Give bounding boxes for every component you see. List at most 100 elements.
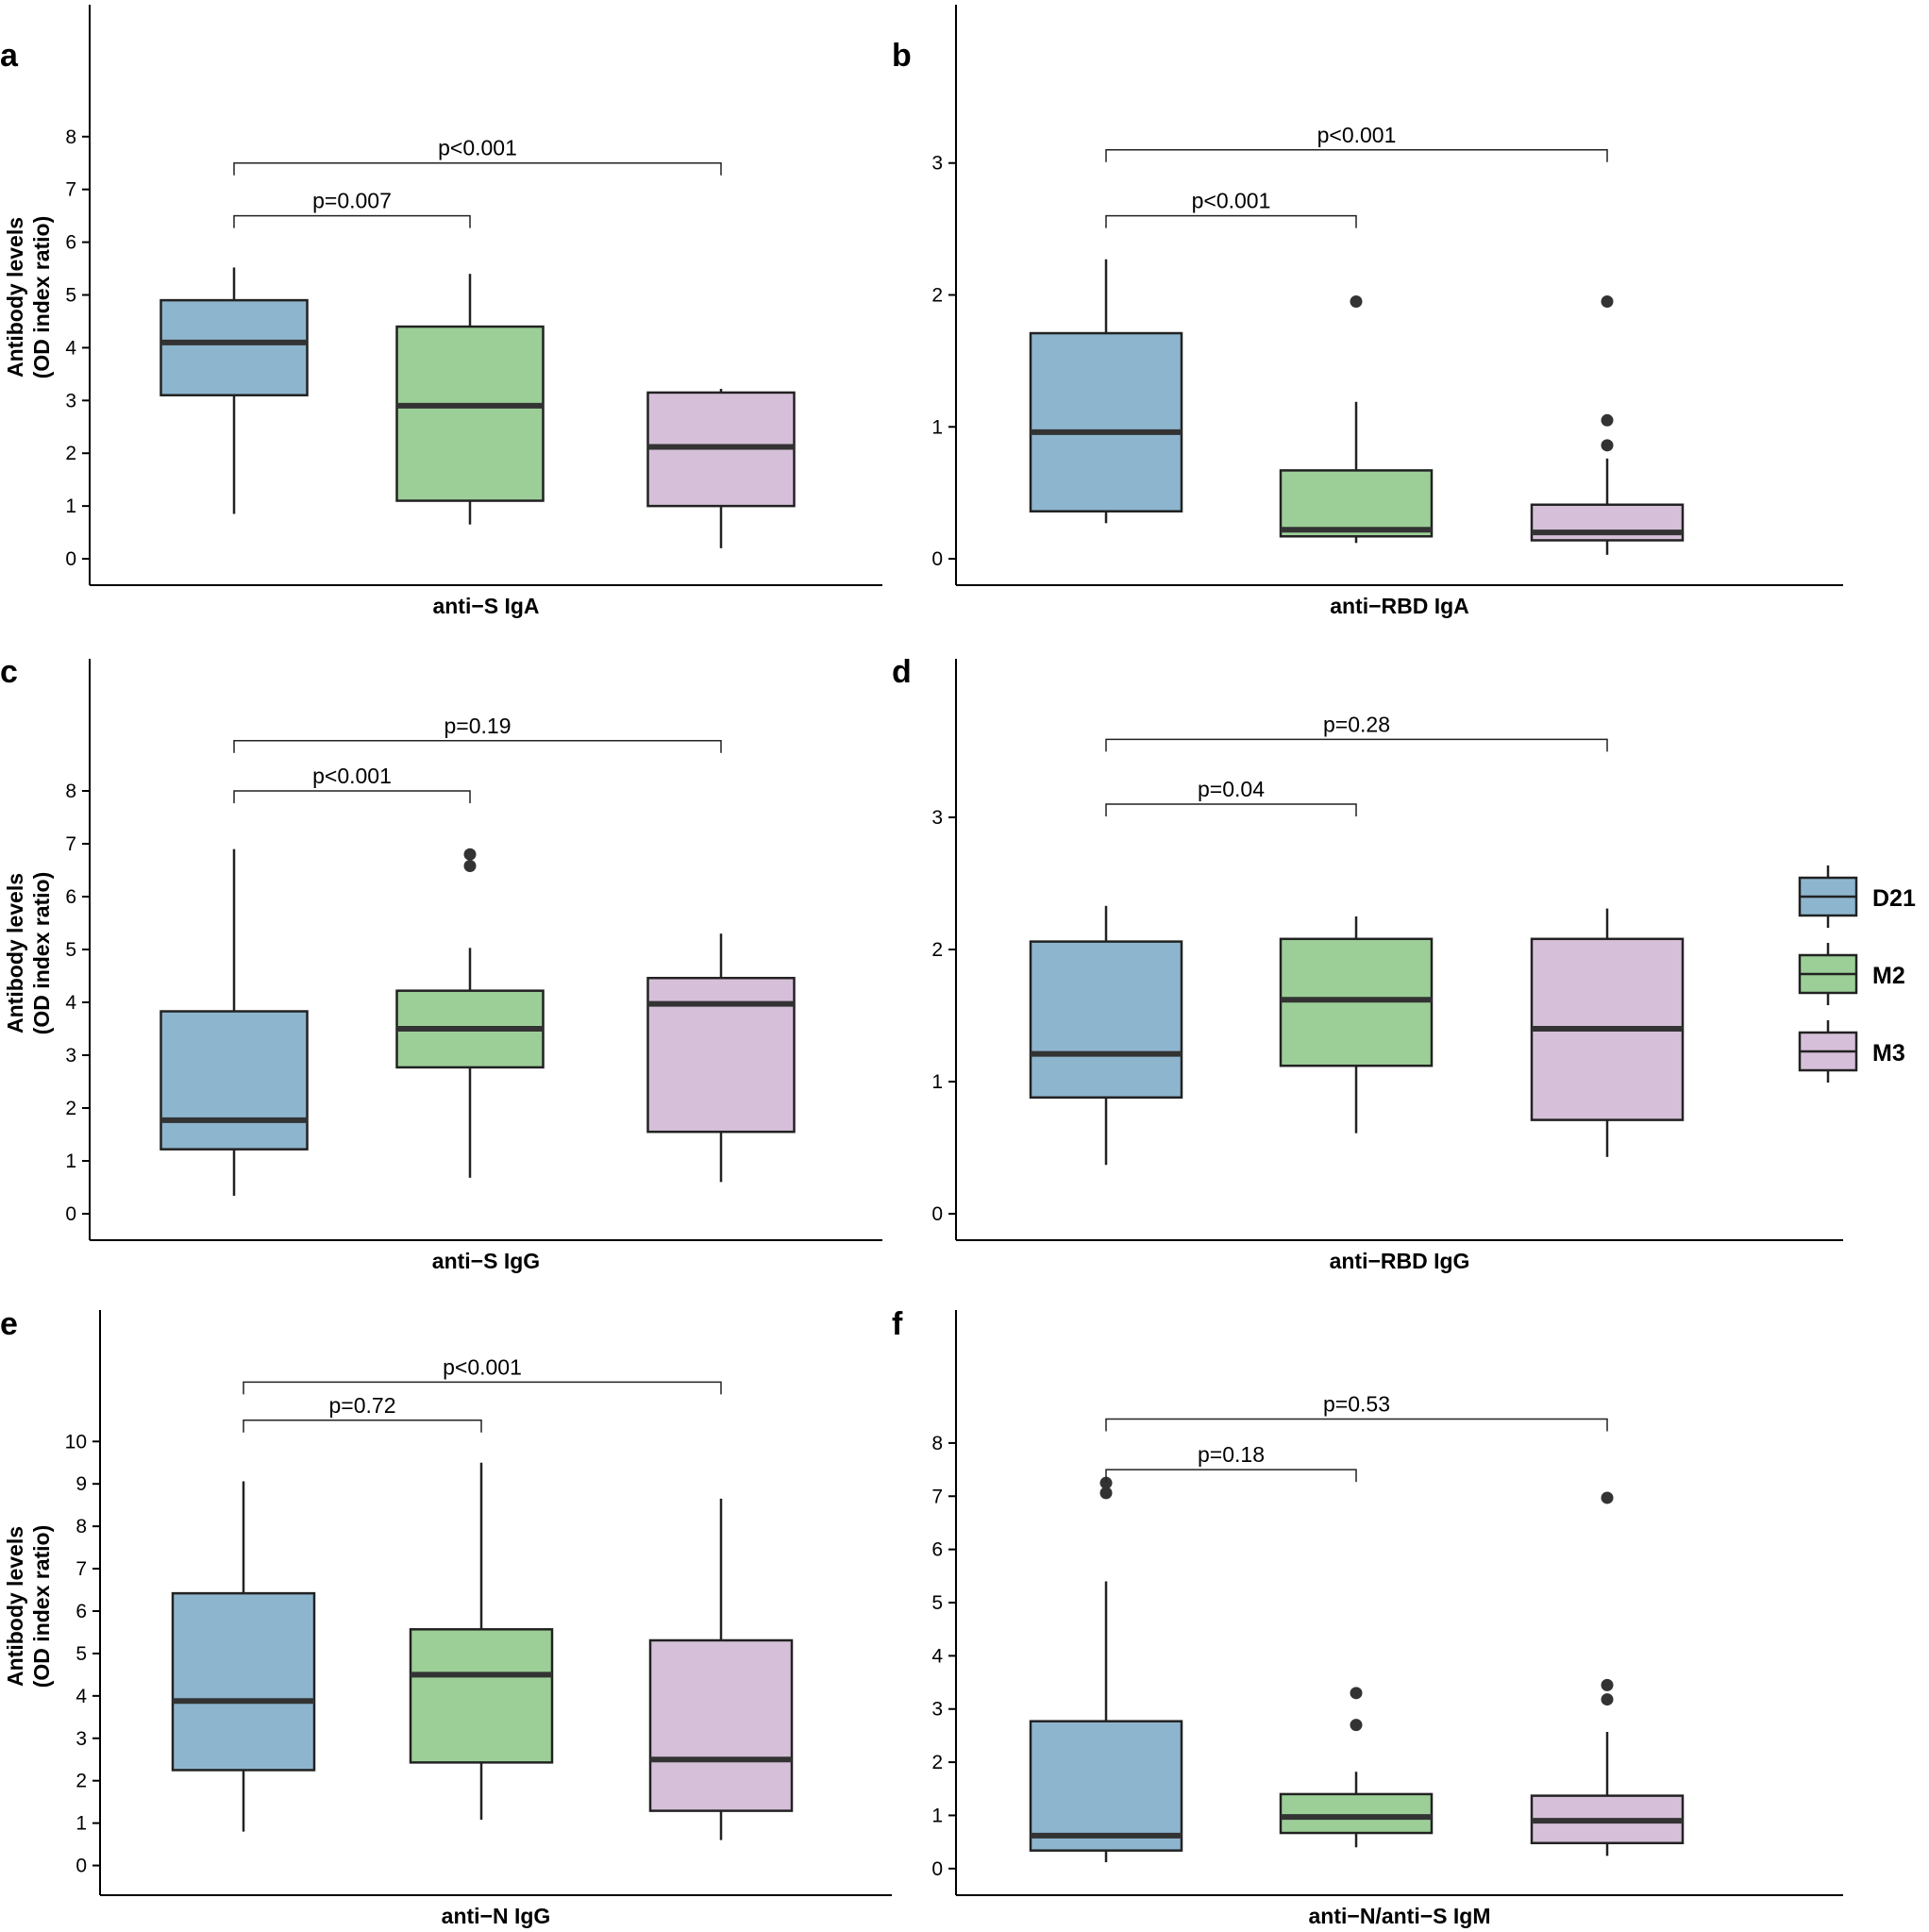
y-axis-label-line: Antibody levels bbox=[3, 1526, 27, 1687]
iqr-box bbox=[1029, 940, 1183, 1100]
y-tick-label: 6 bbox=[65, 886, 76, 908]
legend-item-m3: M3 bbox=[1798, 1020, 1905, 1083]
y-tick-label: 3 bbox=[931, 807, 943, 829]
box-m2 bbox=[395, 274, 545, 525]
panel-e: e 0 1 2 3 4 5 6 7 8 9 10 Antibody levels(OD index ra… bbox=[0, 1306, 892, 1928]
outlier-point bbox=[1601, 1678, 1614, 1691]
y-tick-label: 10 bbox=[65, 1431, 87, 1453]
box-d21 bbox=[159, 848, 309, 1196]
x-axis-label: anti−RBD IgA bbox=[1330, 594, 1469, 618]
p-value-label: p<0.001 bbox=[443, 1354, 522, 1379]
y-axis-label: Antibody levels(OD index ratio) bbox=[3, 872, 54, 1035]
iqr-box bbox=[1279, 1792, 1434, 1835]
y-tick-label: 1 bbox=[931, 1805, 943, 1826]
box-m2 bbox=[1279, 916, 1434, 1134]
p-value-label: p<0.001 bbox=[312, 764, 392, 788]
outlier-point bbox=[1601, 439, 1614, 452]
outlier-point bbox=[1601, 413, 1614, 427]
y-tick-label: 1 bbox=[931, 1071, 943, 1093]
y-tick-label: 5 bbox=[65, 285, 76, 307]
outlier-point bbox=[1099, 1476, 1113, 1489]
box-d21 bbox=[171, 1481, 316, 1832]
legend-label: M3 bbox=[1872, 1040, 1905, 1067]
box-m3 bbox=[1530, 294, 1685, 555]
legend-label: M2 bbox=[1872, 963, 1905, 989]
y-tick-label: 7 bbox=[75, 1558, 87, 1580]
y-tick-label: 6 bbox=[931, 1539, 943, 1561]
y-tick-label: 0 bbox=[65, 548, 76, 570]
iqr-box bbox=[171, 1591, 316, 1772]
p-value-label: p<0.001 bbox=[1317, 123, 1397, 147]
outlier-point bbox=[1099, 1487, 1113, 1500]
p-value-label: p=0.19 bbox=[445, 714, 512, 738]
y-tick-label: 2 bbox=[931, 939, 943, 961]
box-d21 bbox=[1029, 259, 1183, 524]
y-tick-label: 0 bbox=[75, 1856, 87, 1877]
panel-a: a 0 1 2 3 4 5 6 7 8 Antibody levels(OD index ratio… bbox=[0, 5, 882, 618]
y-tick-label: 6 bbox=[65, 232, 76, 254]
box-m3 bbox=[1530, 908, 1685, 1157]
y-tick-label: 4 bbox=[931, 1645, 943, 1667]
x-axis-label: anti−RBD IgG bbox=[1330, 1249, 1470, 1273]
iqr-box bbox=[409, 1628, 554, 1764]
panel-letter: c bbox=[0, 654, 18, 690]
y-tick-label: 7 bbox=[65, 833, 76, 855]
panel-letter: b bbox=[892, 38, 912, 74]
box-m3 bbox=[1530, 1491, 1685, 1856]
y-tick-label: 2 bbox=[75, 1771, 87, 1792]
y-tick-label: 3 bbox=[65, 1045, 76, 1067]
y-tick-label: 0 bbox=[65, 1203, 76, 1225]
y-tick-label: 4 bbox=[65, 337, 76, 359]
y-axis-label: Antibody levels(OD index ratio) bbox=[3, 1525, 54, 1688]
p-value-label: p=0.53 bbox=[1323, 1392, 1390, 1417]
box-m2 bbox=[1279, 294, 1434, 544]
iqr-box bbox=[395, 325, 545, 502]
y-tick-label: 9 bbox=[75, 1473, 87, 1495]
bracket-line bbox=[233, 790, 471, 803]
outlier-point bbox=[463, 860, 477, 873]
outlier-point bbox=[1601, 294, 1614, 308]
y-tick-label: 2 bbox=[931, 1752, 943, 1773]
y-tick-label: 2 bbox=[65, 443, 76, 464]
comparison-bracket: p<0.001 bbox=[233, 136, 722, 176]
y-tick-label: 0 bbox=[931, 1858, 943, 1880]
y-tick-label: 6 bbox=[75, 1601, 87, 1622]
y-axis-label-line: Antibody levels bbox=[3, 217, 27, 378]
y-tick-label: 3 bbox=[75, 1728, 87, 1750]
p-value-label: p=0.007 bbox=[312, 189, 392, 213]
bracket-line bbox=[233, 740, 722, 753]
iqr-box bbox=[1029, 331, 1183, 512]
y-axis-label: Antibody levels(OD index ratio) bbox=[3, 216, 54, 379]
y-tick-label: 3 bbox=[65, 390, 76, 412]
y-tick-label: 4 bbox=[65, 992, 76, 1014]
outlier-point bbox=[1601, 1693, 1614, 1706]
y-tick-label: 4 bbox=[75, 1686, 87, 1707]
panel-letter: d bbox=[892, 654, 912, 690]
y-tick-label: 2 bbox=[65, 1098, 76, 1119]
legend: D21 M2 M3 bbox=[1798, 865, 1916, 1083]
bracket-line bbox=[1105, 1469, 1357, 1483]
iqr-box bbox=[648, 1638, 794, 1812]
y-tick-label: 1 bbox=[65, 496, 76, 517]
y-tick-label: 8 bbox=[65, 781, 76, 802]
y-tick-label: 7 bbox=[931, 1486, 943, 1507]
x-axis-label: anti−S IgG bbox=[432, 1249, 540, 1273]
panel-d: d 0 1 2 3 anti−RBD IgG p=0.04 p=0.28 bbox=[892, 654, 1843, 1273]
box-m3 bbox=[648, 1498, 794, 1840]
bracket-line bbox=[1105, 214, 1357, 228]
comparison-bracket: p=0.19 bbox=[233, 714, 722, 753]
x-axis-label: anti−N/anti−S IgM bbox=[1309, 1904, 1491, 1928]
y-tick-label: 3 bbox=[931, 153, 943, 175]
outlier-point bbox=[463, 848, 477, 861]
box-d21 bbox=[159, 267, 309, 514]
p-value-label: p<0.001 bbox=[438, 136, 517, 160]
iqr-box bbox=[1029, 1720, 1183, 1852]
panel-letter: f bbox=[892, 1306, 903, 1342]
legend-label: D21 bbox=[1872, 885, 1916, 912]
outlier-point bbox=[1601, 1491, 1614, 1504]
p-value-label: p<0.001 bbox=[1192, 189, 1271, 213]
y-axis-label-line: Antibody levels bbox=[3, 873, 27, 1033]
y-tick-label: 3 bbox=[931, 1699, 943, 1721]
y-axis-label-line: (OD index ratio) bbox=[29, 216, 54, 379]
y-tick-label: 1 bbox=[931, 416, 943, 438]
